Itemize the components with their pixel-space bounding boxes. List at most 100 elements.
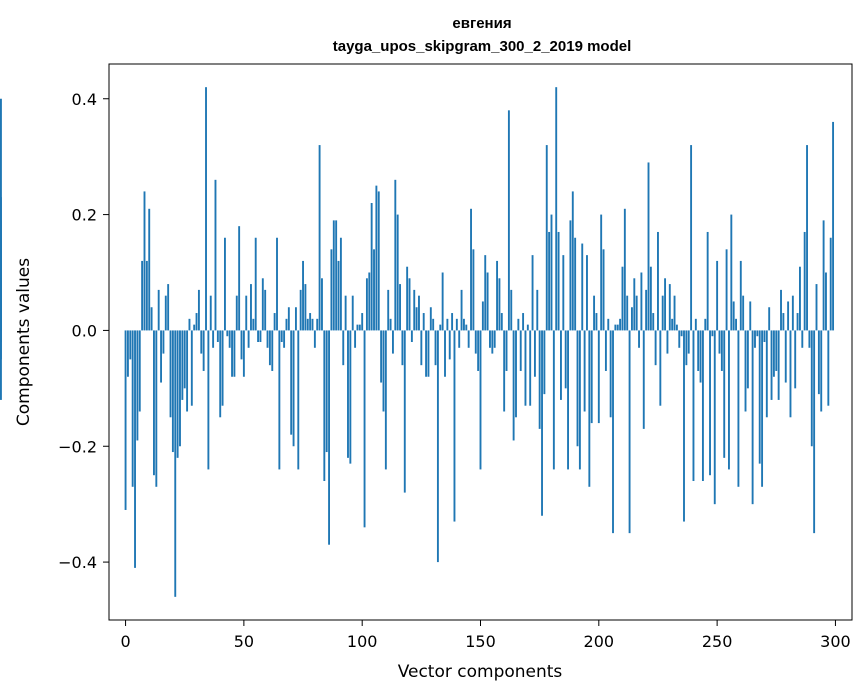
bar-148: [474, 330, 477, 354]
bar-86: [328, 330, 330, 545]
bar-263: [746, 330, 749, 389]
bar-68: [285, 318, 288, 331]
bar-194: [583, 330, 586, 412]
bar-269: [761, 330, 764, 487]
bar-297: [827, 330, 830, 406]
bar-210: [621, 266, 624, 331]
bar-44: [228, 330, 231, 348]
bar-133: [439, 324, 442, 331]
bar-241: [694, 318, 697, 331]
bar-1: [126, 330, 129, 377]
bar-267: [756, 330, 759, 337]
bar-95: [349, 330, 352, 464]
bar-38: [214, 179, 217, 331]
bar-105: [373, 249, 375, 331]
bar-293: [817, 330, 820, 395]
bar-108: [380, 330, 383, 383]
x-tick-label: 200: [584, 632, 615, 651]
bar-137: [448, 330, 451, 360]
bar-7: [141, 260, 144, 331]
bar-205: [609, 330, 612, 418]
bar-283: [794, 330, 797, 389]
bar-262: [744, 330, 747, 412]
bar-6: [138, 330, 141, 412]
bar-70: [290, 330, 293, 435]
bar-56: [257, 330, 260, 342]
bar-238: [687, 330, 690, 354]
bar-264: [749, 301, 752, 331]
bar-62: [271, 330, 274, 371]
bar-155: [491, 330, 494, 354]
bar-236: [683, 330, 685, 522]
bar-158: [498, 278, 501, 331]
bar-53: [250, 284, 252, 331]
bar-39: [216, 330, 219, 342]
bar-180: [550, 214, 553, 331]
bar-162: [507, 110, 510, 331]
bar-145: [467, 330, 470, 348]
bar-203: [604, 330, 607, 371]
bar-152: [484, 255, 487, 331]
bar-248: [711, 330, 714, 337]
bar-34: [205, 87, 207, 331]
bar-29: [193, 324, 196, 331]
bar-289: [808, 330, 811, 348]
bar-271: [765, 330, 768, 418]
bar-144: [465, 324, 468, 331]
bar-106: [375, 185, 378, 331]
bar-169: [524, 330, 527, 406]
bar-259: [737, 330, 740, 487]
bar-295: [822, 220, 825, 331]
bar-73: [297, 330, 300, 470]
bar-164: [512, 330, 515, 441]
bar-172: [531, 255, 534, 331]
bar-294: [820, 330, 823, 412]
bar-54: [252, 318, 255, 331]
bar-26: [186, 330, 189, 412]
bar-81: [316, 318, 319, 331]
bar-147: [472, 249, 475, 331]
bar-200: [597, 330, 600, 424]
bar-215: [633, 278, 636, 331]
bar-218: [640, 272, 643, 331]
bar-126: [422, 313, 425, 331]
bar-113: [392, 330, 394, 354]
bar-246: [706, 231, 709, 331]
bar-243: [699, 330, 702, 383]
bar-272: [768, 307, 771, 331]
bar-245: [704, 318, 707, 331]
bar-128: [427, 330, 430, 377]
bar-225: [657, 231, 659, 331]
bar-33: [202, 330, 205, 371]
bars-group: [0, 87, 835, 597]
bar-237: [685, 330, 688, 366]
bar-9: [145, 260, 148, 331]
bar-196: [588, 330, 591, 487]
bar-35: [207, 330, 210, 470]
bar-299: [832, 121, 835, 331]
bar-74: [299, 289, 302, 331]
bar-107: [377, 191, 380, 331]
bar-141: [458, 330, 461, 348]
x-axis-label: Vector components: [398, 662, 563, 682]
bar-89: [335, 220, 338, 331]
bar-134: [441, 272, 444, 331]
bar-249: [713, 330, 716, 505]
bar-213: [628, 330, 631, 534]
bar-8: [143, 191, 146, 331]
bar-92: [342, 330, 345, 366]
bar-190: [574, 237, 577, 331]
bar-146: [470, 208, 472, 331]
bar-165: [515, 330, 517, 418]
bar-79: [311, 318, 314, 331]
bar-284: [796, 313, 799, 331]
bar-32: [200, 330, 203, 354]
bar-55: [254, 237, 257, 331]
bar-77: [306, 318, 309, 331]
bar-15: [160, 330, 162, 383]
bar-24: [181, 330, 184, 400]
bar-78: [309, 313, 312, 331]
bar-76: [304, 284, 307, 331]
bar-119: [406, 266, 409, 331]
bar-112: [389, 318, 392, 331]
